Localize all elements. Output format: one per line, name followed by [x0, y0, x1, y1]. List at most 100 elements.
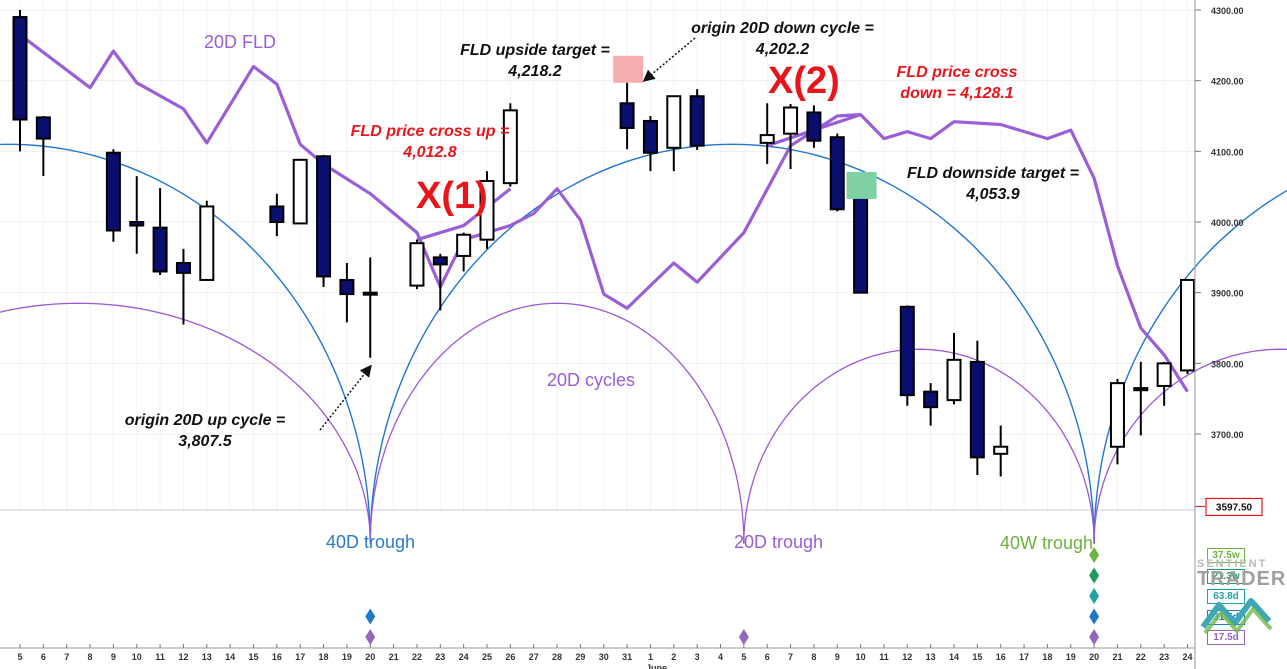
candle-body	[993, 445, 1009, 455]
date-tick-label: 5	[17, 652, 22, 662]
candle-body	[199, 205, 215, 281]
price-targets	[613, 55, 877, 199]
fld-downside-target-annotation: FLD downside target = 4,053.9	[888, 163, 1098, 205]
origin-up-arrow	[319, 364, 372, 431]
axis-tick-label: 3900.00	[1211, 289, 1244, 299]
candle-body	[783, 106, 799, 135]
date-tick-label: 7	[788, 652, 793, 662]
cycle-arcs	[0, 143, 1287, 544]
fld-label: 20D FLD	[204, 32, 277, 52]
fld-cross-down-line2: down = 4,128.1	[900, 85, 1014, 102]
cycle-trough-markers	[365, 547, 1100, 645]
candle-body	[899, 305, 915, 397]
logo-line2: TRADER	[1197, 568, 1287, 590]
candle-body	[689, 95, 705, 147]
date-tick-label: 13	[202, 652, 212, 662]
cycle-20d-arc	[743, 348, 1095, 544]
fld-polyline	[19, 33, 1189, 393]
date-tick-label: 8	[811, 652, 816, 662]
date-tick-label: 29	[575, 652, 585, 662]
date-tick-label: 23	[1159, 652, 1169, 662]
date-tick-label: 24	[459, 652, 469, 662]
date-tick-label: 15	[972, 652, 982, 662]
cycle-40d-arc	[0, 143, 371, 544]
candle-body	[969, 360, 985, 459]
trough-20d-label: 20D trough	[734, 532, 824, 552]
date-tick-label: 6	[41, 652, 46, 662]
candle-body	[292, 158, 308, 225]
axis-tick-label: 4300.00	[1211, 6, 1244, 16]
trough-diamond	[1089, 629, 1100, 645]
date-tick-label: 22	[412, 652, 422, 662]
origin-down-cycle-line2: 4,202.2	[755, 41, 810, 58]
trough-40w-label: 40W trough	[1000, 533, 1094, 553]
candle-body	[502, 109, 518, 185]
date-tick-label: 22	[1136, 652, 1146, 662]
month-label: June	[646, 663, 667, 669]
fld-cross-up-annotation: FLD price cross up = 4,012.8	[330, 121, 530, 163]
date-tick-label: 16	[996, 652, 1006, 662]
fld-upside-target-line2: 4,218.2	[508, 63, 562, 80]
date-tick-label: 16	[272, 652, 282, 662]
date-tick-label: 5	[741, 652, 746, 662]
candle-body	[339, 278, 355, 296]
fld-cross-up-segment	[416, 187, 512, 242]
candle-body	[1109, 382, 1125, 448]
date-tick-label: 17	[1019, 652, 1029, 662]
date-tick-label: 14	[949, 652, 959, 662]
date-tick-label: 19	[342, 652, 352, 662]
date-tick-label: 30	[599, 652, 609, 662]
candle-body	[666, 95, 682, 149]
date-tick-label: 26	[505, 652, 515, 662]
date-tick-label: 15	[248, 652, 258, 662]
trough-diamond	[1089, 567, 1100, 584]
trough-diamond	[1089, 547, 1100, 563]
candle-body	[1180, 278, 1195, 372]
cycle-20d-arc	[0, 302, 371, 544]
candle-body	[175, 261, 191, 274]
date-tick-label: 6	[765, 652, 770, 662]
cycle-40d-arc	[369, 143, 1095, 544]
candle-body	[1133, 387, 1149, 392]
cycle-length-label: 17.5d	[1207, 630, 1245, 646]
target-downside-box	[846, 171, 877, 199]
fld-cross-down-line1: FLD price cross	[896, 64, 1018, 81]
candle-body	[642, 119, 658, 154]
date-tick-label: 25	[482, 652, 492, 662]
date-axis: 5 6 7 8 9 10 11 12 13 14 15 16 17 18 19 20 21 22 23 24 25 26 2…	[0, 644, 1195, 669]
origin-down-cycle-annotation: origin 20D down cycle = 4,202.2	[660, 18, 905, 60]
cycle-length-label: 37.5w	[1207, 548, 1245, 563]
candle-body	[12, 16, 28, 121]
date-tick-label: 3	[695, 652, 700, 662]
date-tick-label: 13	[926, 652, 936, 662]
date-tick-label: 2	[671, 652, 676, 662]
candle-body	[619, 102, 635, 130]
date-tick-label: 27	[529, 652, 539, 662]
logo-mark-icon	[1200, 598, 1273, 635]
origin-up-cycle-annotation: origin 20D up cycle = 3,807.5	[105, 410, 305, 452]
candle-body	[829, 136, 845, 211]
date-tick-label: 12	[902, 652, 912, 662]
candles	[12, 10, 1195, 477]
price-box	[1205, 497, 1263, 517]
date-tick-label: 21	[1112, 652, 1122, 662]
candle-body	[853, 194, 869, 294]
fld-upside-target-line1: FLD upside target =	[460, 42, 610, 59]
price-box-label: 3597.50	[1216, 502, 1253, 513]
date-tick-label: 18	[1042, 652, 1052, 662]
annotation-arrows	[319, 37, 696, 431]
candle-body	[152, 226, 168, 273]
target-upside-box	[613, 55, 644, 83]
origin-up-cycle-line2: 3,807.5	[178, 433, 232, 450]
origin-up-cycle-line1: origin 20D up cycle =	[124, 412, 286, 429]
candle-body	[129, 221, 145, 227]
trough-diamond	[738, 629, 749, 645]
date-tick-label: 12	[178, 652, 188, 662]
fld-downside-target-line2: 4,053.9	[966, 186, 1020, 203]
candle-body	[479, 180, 495, 241]
trough-diamond	[365, 608, 376, 625]
sentient-trader-logo: SENTIENT TRADER	[1197, 558, 1287, 642]
date-tick-label: 11	[879, 652, 889, 662]
candle-body	[456, 233, 472, 257]
